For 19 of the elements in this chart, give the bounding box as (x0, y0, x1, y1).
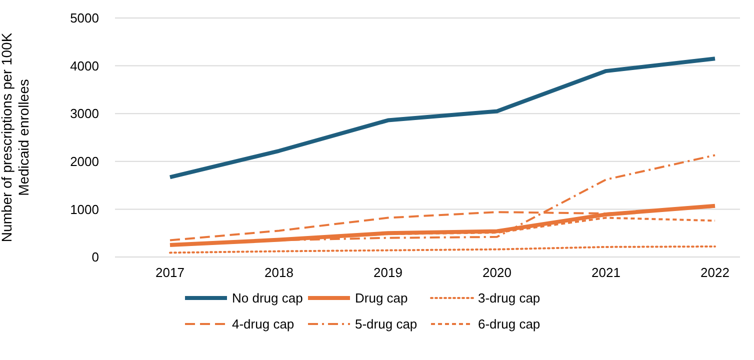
legend-label: 6-drug cap (478, 316, 540, 332)
y-tick-label: 3000 (70, 106, 99, 122)
legend-label: No drug cap (232, 290, 303, 306)
y-tick-label: 5000 (70, 10, 99, 26)
legend-label: 3-drug cap (478, 290, 540, 306)
y-tick-label: 0 (92, 250, 99, 265)
legend-label: 5-drug cap (355, 316, 418, 332)
y-tick-label: 2000 (70, 154, 99, 169)
x-tick-label: 2020 (482, 265, 512, 280)
x-tick-label: 2021 (592, 265, 620, 280)
x-tick-label: 2019 (374, 265, 402, 280)
y-tick-label: 1000 (70, 202, 99, 217)
x-tick-label: 2022 (700, 265, 730, 280)
y-tick-label: 4000 (70, 58, 99, 74)
x-tick-label: 2018 (264, 265, 294, 280)
legend-label: Drug cap (355, 290, 408, 306)
legend-label: 4-drug cap (232, 316, 294, 332)
y-axis-title: Number of prescriptions per 100K Medicaid enrollees (0, 32, 32, 242)
x-tick-label: 2017 (156, 265, 184, 280)
